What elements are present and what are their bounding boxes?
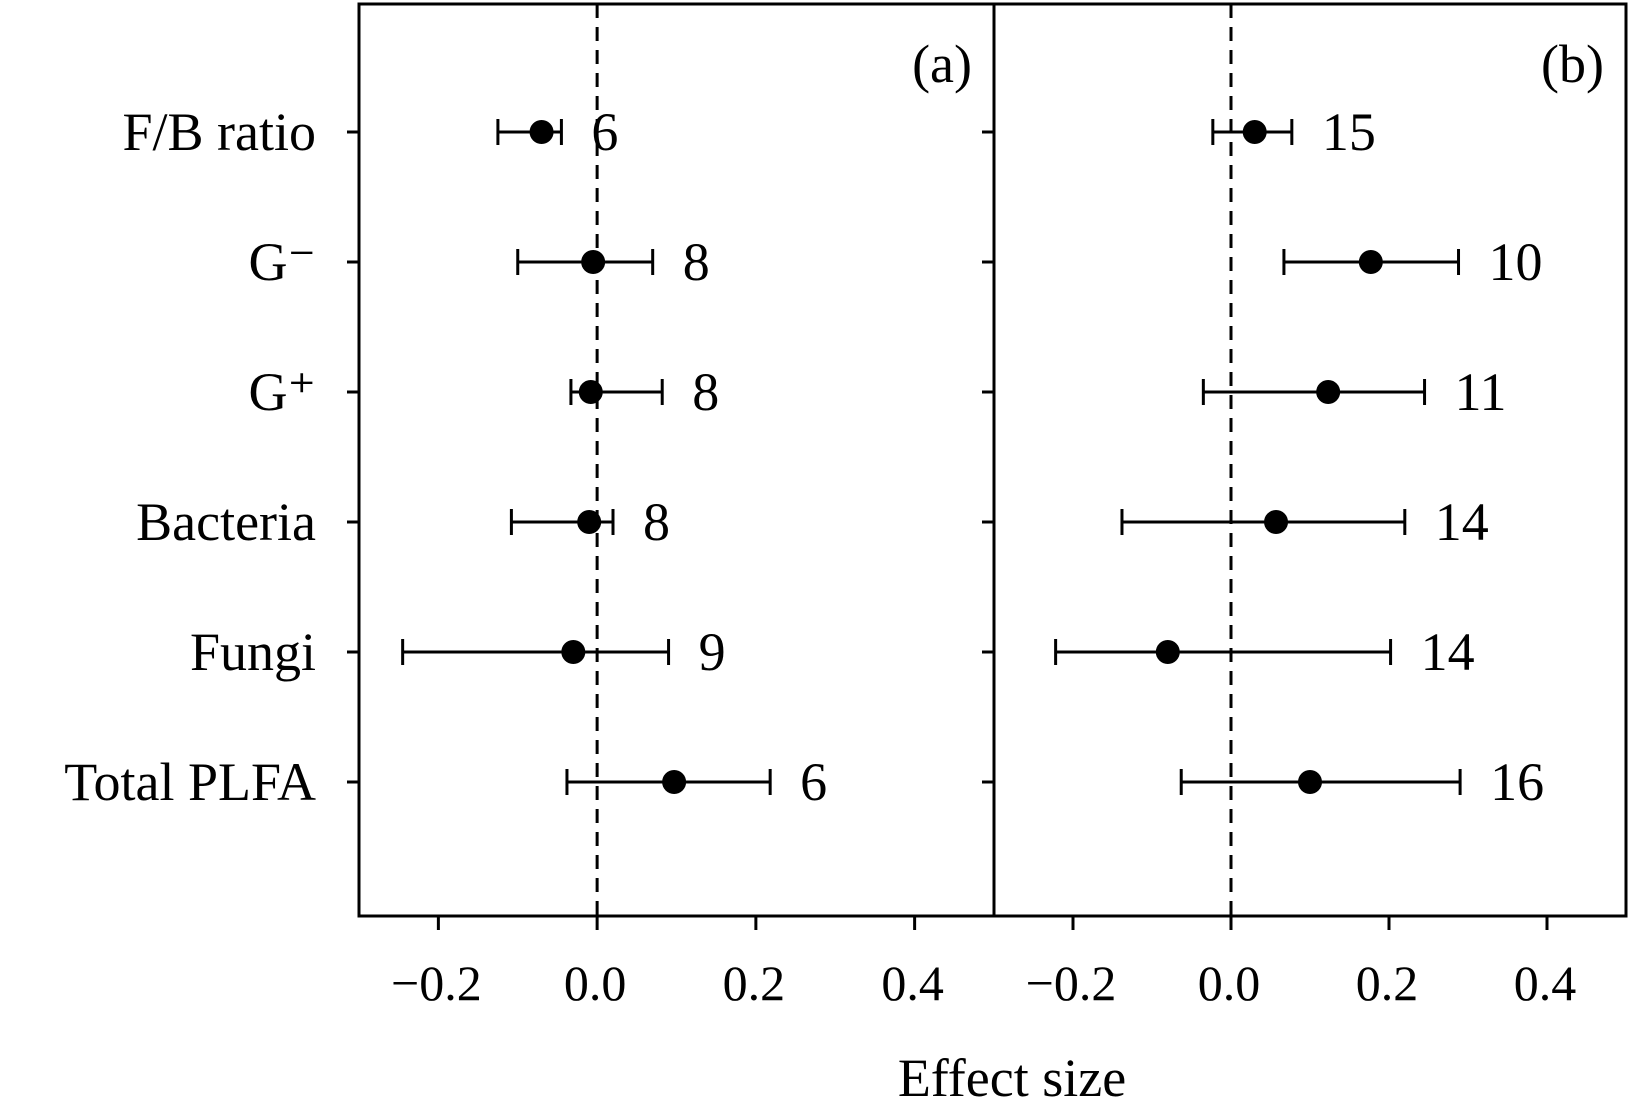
sample-size-label: 6: [591, 102, 618, 162]
sample-size-label: 11: [1455, 362, 1507, 422]
effect-point: [1316, 380, 1341, 404]
x-tick-label: 0.0: [564, 955, 627, 1011]
effect-point: [578, 380, 603, 404]
effect-point: [577, 510, 602, 534]
effect-point: [1264, 510, 1289, 534]
effect-point: [1358, 250, 1383, 274]
category-label: Bacteria: [136, 492, 316, 552]
category-label: F/B ratio: [122, 102, 316, 162]
x-tick-label: 0.0: [1198, 955, 1261, 1011]
sample-size-label: 9: [699, 622, 726, 682]
panel-label: (a): [912, 34, 972, 94]
effect-point: [1155, 640, 1180, 664]
x-tick-label: 0.4: [881, 955, 944, 1011]
sample-size-label: 8: [683, 232, 710, 292]
sample-size-label: 10: [1489, 232, 1543, 292]
x-tick-label: −0.2: [391, 955, 482, 1011]
x-tick-label: 0.2: [723, 955, 786, 1011]
sample-size-label: 14: [1421, 622, 1475, 682]
sample-size-label: 6: [800, 752, 827, 812]
panel-label: (b): [1541, 34, 1604, 94]
sample-size-label: 14: [1435, 492, 1489, 552]
sample-size-label: 15: [1322, 102, 1376, 162]
category-label: G⁻: [249, 232, 317, 292]
effect-point: [662, 770, 687, 794]
x-tick-label: 0.4: [1514, 955, 1577, 1011]
effect-point: [529, 120, 554, 144]
category-label: G⁺: [249, 362, 317, 422]
sample-size-label: 8: [643, 492, 670, 552]
x-tick-label: 0.2: [1356, 955, 1419, 1011]
x-tick-label: −0.2: [1026, 955, 1117, 1011]
panel-frame: [992, 2, 1628, 918]
x-axis-title: Effect size: [898, 1048, 1126, 1100]
effect-point: [1242, 120, 1267, 144]
effect-point: [1298, 770, 1322, 794]
effect-point: [581, 250, 606, 274]
sample-size-label: 8: [692, 362, 719, 422]
category-label: Total PLFA: [64, 752, 316, 812]
category-label: Fungi: [190, 622, 316, 682]
effect-point: [561, 640, 586, 664]
sample-size-label: 16: [1490, 752, 1544, 812]
